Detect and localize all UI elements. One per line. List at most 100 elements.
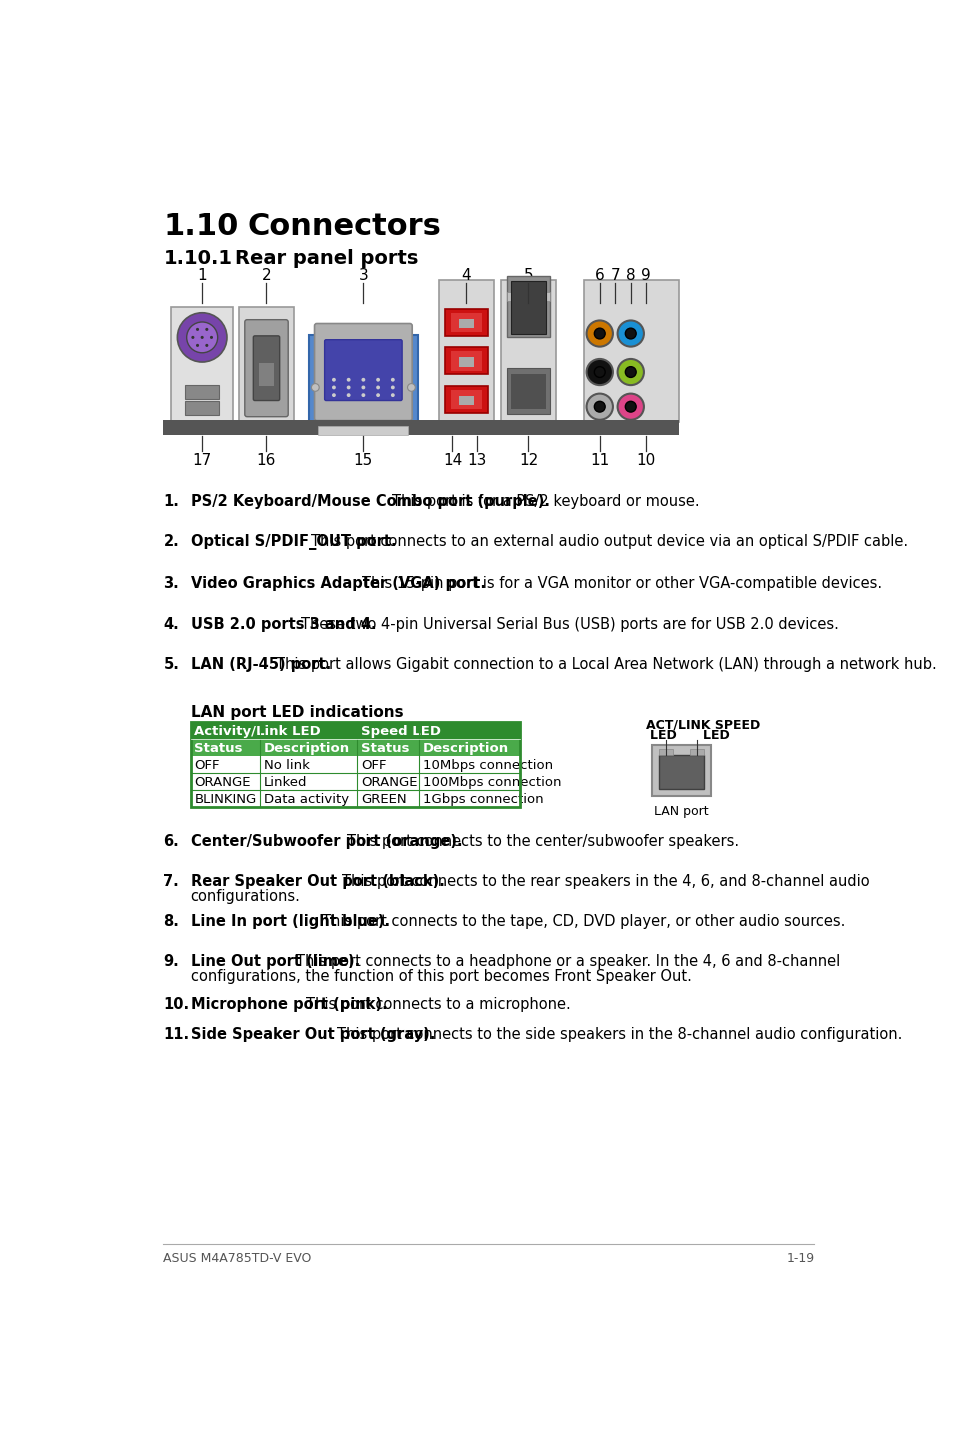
Circle shape	[192, 337, 194, 339]
Bar	[444, 309, 488, 337]
Circle shape	[617, 359, 643, 385]
Bar	[506, 368, 550, 414]
Text: ORANGE: ORANGE	[194, 776, 251, 789]
Circle shape	[361, 385, 365, 390]
Text: Description: Description	[264, 742, 350, 755]
Text: BLINKING: BLINKING	[194, 793, 256, 806]
Text: ACT/LINK SPEED: ACT/LINK SPEED	[645, 719, 760, 732]
Bar	[451, 390, 481, 410]
Bar	[444, 385, 488, 412]
Text: 2: 2	[261, 268, 271, 284]
Circle shape	[346, 394, 350, 397]
Circle shape	[594, 328, 604, 339]
Text: Side Speaker Out port (gray).: Side Speaker Out port (gray).	[191, 1027, 435, 1042]
Text: OFF: OFF	[194, 759, 220, 772]
Circle shape	[361, 394, 365, 397]
Text: This port connects to a headphone or a speaker. In the 4, 6 and 8-channel: This port connects to a headphone or a s…	[296, 954, 840, 969]
FancyBboxPatch shape	[324, 339, 402, 401]
Bar	[511, 374, 545, 410]
Circle shape	[407, 384, 415, 391]
Text: Line In port (light blue).: Line In port (light blue).	[191, 914, 389, 929]
Text: Description: Description	[422, 742, 509, 755]
Text: USB 2.0 ports 3 and 4.: USB 2.0 ports 3 and 4.	[191, 617, 375, 632]
Text: 4: 4	[461, 268, 471, 284]
Text: 100Mbps connection: 100Mbps connection	[422, 776, 561, 789]
Text: 8: 8	[625, 268, 635, 284]
Circle shape	[346, 385, 350, 390]
Text: Linked: Linked	[264, 776, 308, 789]
FancyBboxPatch shape	[253, 337, 279, 401]
Text: This port connects to a microphone.: This port connects to a microphone.	[306, 997, 571, 1011]
FancyBboxPatch shape	[314, 324, 412, 421]
Text: Speed LED: Speed LED	[360, 725, 440, 737]
Text: This port connects to the rear speakers in the 4, 6, and 8-channel audio: This port connects to the rear speakers …	[341, 874, 868, 889]
Circle shape	[195, 328, 199, 331]
Text: Status: Status	[360, 742, 409, 755]
Text: Microphone port (pink).: Microphone port (pink).	[191, 997, 387, 1011]
Bar	[444, 348, 488, 374]
Bar	[458, 358, 474, 367]
Bar	[511, 281, 545, 334]
Text: 16: 16	[256, 453, 276, 468]
Circle shape	[391, 385, 395, 390]
Text: ASUS M4A785TD-V EVO: ASUS M4A785TD-V EVO	[163, 1252, 312, 1264]
Bar	[191, 722, 519, 739]
Text: 15: 15	[354, 453, 373, 468]
Bar	[506, 276, 550, 338]
Text: 8.: 8.	[163, 914, 179, 929]
Circle shape	[346, 378, 350, 382]
Circle shape	[594, 401, 604, 412]
Circle shape	[205, 328, 208, 331]
Text: 14: 14	[442, 453, 461, 468]
Text: These two 4-pin Universal Serial Bus (USB) ports are for USB 2.0 devices.: These two 4-pin Universal Serial Bus (US…	[301, 617, 839, 632]
FancyBboxPatch shape	[500, 279, 555, 422]
Circle shape	[391, 394, 395, 397]
Text: Status: Status	[194, 742, 243, 755]
Text: Line Out port (lime).: Line Out port (lime).	[191, 954, 359, 969]
Text: 10Mbps connection: 10Mbps connection	[422, 759, 553, 772]
Text: 6: 6	[595, 268, 604, 284]
Circle shape	[617, 321, 643, 347]
Text: 1.: 1.	[163, 494, 179, 508]
FancyBboxPatch shape	[239, 306, 294, 422]
Text: LAN (RJ-45) port.: LAN (RJ-45) port.	[191, 657, 331, 672]
Text: 11.: 11.	[163, 1027, 190, 1042]
Text: configurations.: configurations.	[191, 889, 300, 904]
Text: configurations, the function of this port becomes Front Speaker Out.: configurations, the function of this por…	[191, 969, 691, 984]
Text: 7.: 7.	[163, 874, 179, 889]
Text: 11: 11	[590, 453, 609, 468]
Bar	[191, 790, 519, 808]
Text: 9.: 9.	[163, 954, 179, 969]
Circle shape	[617, 394, 643, 420]
FancyBboxPatch shape	[439, 279, 493, 422]
Circle shape	[624, 367, 636, 378]
Text: OFF: OFF	[360, 759, 386, 772]
Bar	[258, 362, 274, 385]
Text: This port is for a PS/2 keyboard or mouse.: This port is for a PS/2 keyboard or mous…	[392, 494, 699, 508]
Text: 1-19: 1-19	[785, 1252, 814, 1264]
Text: Connectors: Connectors	[247, 212, 440, 241]
Text: PS/2 Keyboard/Mouse Combo port (purple).: PS/2 Keyboard/Mouse Combo port (purple).	[191, 494, 549, 508]
Bar	[185, 401, 219, 415]
Text: LAN port: LAN port	[654, 805, 708, 818]
Text: 9: 9	[640, 268, 651, 284]
Text: 5.: 5.	[163, 657, 179, 672]
Bar	[318, 425, 408, 435]
Circle shape	[586, 321, 612, 347]
Circle shape	[375, 394, 379, 397]
Text: Center/Subwoofer port (orange).: Center/Subwoofer port (orange).	[191, 833, 461, 849]
Circle shape	[375, 385, 379, 390]
Text: LED      LED: LED LED	[649, 729, 729, 742]
Bar	[658, 749, 672, 755]
Circle shape	[210, 337, 213, 339]
Text: 7: 7	[610, 268, 619, 284]
Circle shape	[200, 337, 204, 339]
Bar	[191, 722, 519, 808]
Text: This port connects to the side speakers in the 8-channel audio configuration.: This port connects to the side speakers …	[336, 1027, 902, 1042]
FancyBboxPatch shape	[245, 319, 288, 417]
Text: This port allows Gigabit connection to a Local Area Network (LAN) through a netw: This port allows Gigabit connection to a…	[276, 657, 936, 672]
Circle shape	[177, 312, 227, 362]
Circle shape	[332, 385, 335, 390]
Text: 17: 17	[193, 453, 212, 468]
Circle shape	[332, 394, 335, 397]
